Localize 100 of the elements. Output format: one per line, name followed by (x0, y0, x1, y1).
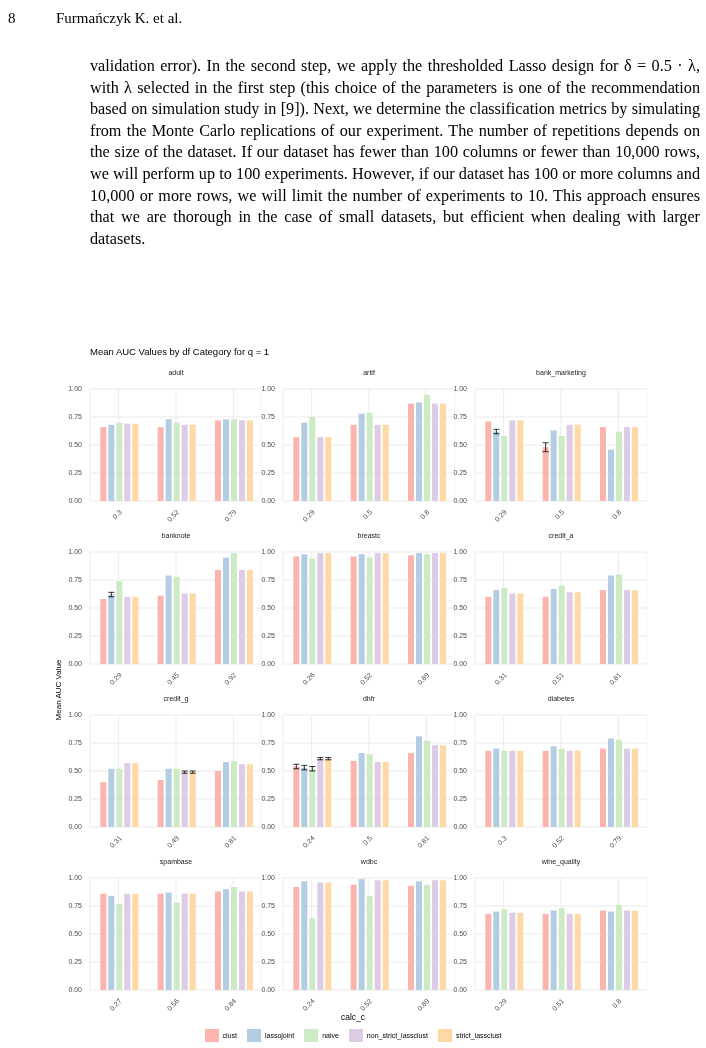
bar (238, 764, 245, 827)
bar (325, 882, 332, 990)
bar (574, 750, 581, 827)
bar (132, 763, 139, 827)
bar (157, 427, 164, 501)
bar (407, 753, 414, 827)
bar (124, 893, 131, 990)
bar (493, 431, 500, 501)
bar (542, 750, 549, 827)
bar (173, 768, 180, 827)
bar (366, 895, 373, 990)
bar (599, 427, 606, 501)
bar (485, 913, 492, 990)
bar (542, 596, 549, 664)
bar (623, 427, 630, 501)
bar (301, 422, 308, 501)
bar (230, 760, 237, 827)
y-axis-title: Mean AUC Value (53, 659, 63, 721)
bar (165, 419, 172, 501)
bar (350, 760, 357, 827)
bar (599, 910, 606, 990)
bar (493, 748, 500, 827)
bar (631, 910, 638, 990)
text: Furmańczyk K. et al. (56, 10, 183, 27)
bar (116, 768, 123, 827)
bar (246, 764, 253, 827)
bar (293, 437, 300, 501)
bar (157, 595, 164, 664)
bar (542, 447, 549, 501)
bar (309, 768, 316, 827)
bar (407, 885, 414, 990)
bar (230, 419, 237, 501)
bar (382, 424, 389, 501)
bar (493, 911, 500, 990)
bar (485, 421, 492, 501)
bar (615, 431, 622, 501)
bar (558, 908, 565, 990)
bar (623, 590, 630, 664)
bar (423, 394, 430, 501)
bar (509, 593, 516, 664)
bar (238, 891, 245, 990)
bar (607, 575, 614, 664)
bar (124, 763, 131, 827)
bar (293, 766, 300, 827)
bar (214, 569, 221, 664)
bar (189, 593, 196, 664)
bar (485, 596, 492, 664)
bar (246, 569, 253, 664)
bar (566, 592, 573, 664)
bar (550, 910, 557, 990)
bar (238, 420, 245, 501)
bar (439, 403, 446, 501)
bar (407, 403, 414, 501)
bar (222, 419, 229, 501)
bar (599, 748, 606, 827)
bar (493, 590, 500, 664)
bar (124, 596, 131, 664)
bar (157, 893, 164, 990)
x-axis-title: calc_c (339, 1012, 367, 1022)
bar (317, 758, 324, 827)
bar (550, 588, 557, 664)
bar (165, 892, 172, 990)
bar (374, 424, 381, 501)
bar (599, 590, 606, 664)
bar (214, 771, 221, 827)
bar (165, 768, 172, 827)
bar (181, 893, 188, 990)
bar (517, 593, 524, 664)
bar (124, 423, 131, 501)
bar (293, 886, 300, 990)
bar (623, 748, 630, 827)
bar (509, 420, 516, 501)
bar (214, 891, 221, 990)
text: 8 (8, 10, 17, 27)
bar (173, 576, 180, 664)
bar (501, 587, 508, 664)
bar (230, 886, 237, 990)
bar (108, 594, 115, 664)
bar (566, 750, 573, 827)
bar (317, 437, 324, 501)
bar (439, 745, 446, 827)
bar (517, 420, 524, 501)
bar (631, 427, 638, 501)
bar (415, 881, 422, 990)
bar (317, 882, 324, 990)
bar (173, 422, 180, 501)
bar (350, 884, 357, 990)
bar (574, 424, 581, 501)
bar (301, 881, 308, 990)
bar (132, 423, 139, 501)
bar (181, 593, 188, 664)
bar (157, 779, 164, 827)
bar (566, 913, 573, 990)
bar (542, 913, 549, 990)
bar (607, 738, 614, 827)
bar (615, 739, 622, 827)
bar (566, 424, 573, 501)
text: validation error). In the second step, we apply the thresholded Lasso design for δ = 0.5 · λ, with λ selected in the first step (this choice of the parameters is one of the recommendation based on simulation study in [9]). Next, we determine the classification metrics by simulating from the Monte Carlo replications of our experiment. The number of repetitions depends on the size of the dataset. If our dataset has fewer than 100 columns or fewer than 10,000 rows, we will perform up to 100 experiments. However, if our dataset has 100 or more columns and 10,000 or more rows, we will limit the number of experiments to 10. This approach ensures that we are thorough in the case of small datasets, but efficient when dealing with larger datasets. (90, 57, 700, 248)
bar (246, 891, 253, 990)
bar (366, 754, 373, 827)
